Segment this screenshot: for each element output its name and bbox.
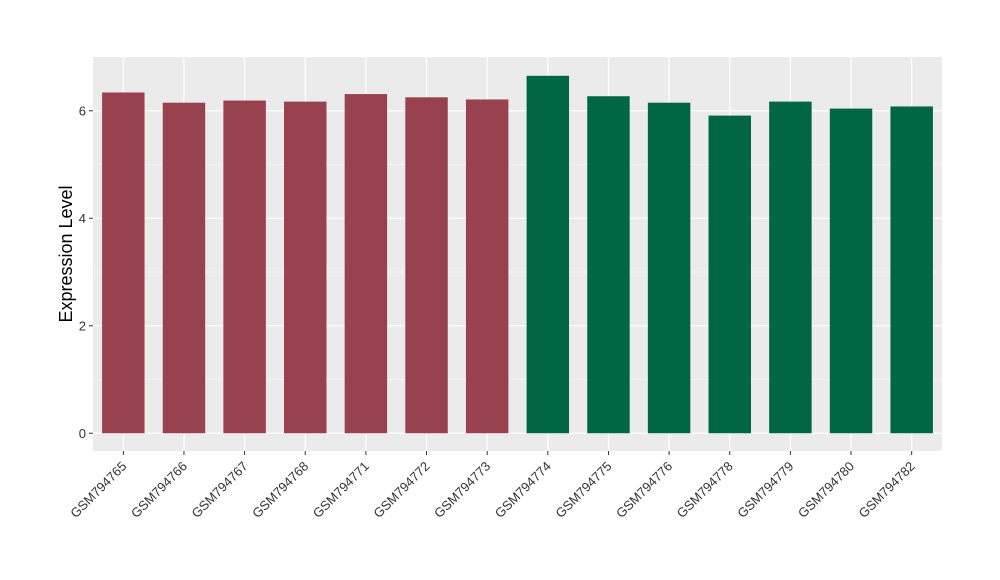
- x-axis: GSM794765GSM794766GSM794767GSM794768GSM7…: [67, 451, 918, 521]
- x-tick-label: GSM794768: [249, 459, 311, 521]
- x-tick-label: GSM794772: [370, 459, 432, 521]
- x-tick-label: GSM794771: [310, 459, 372, 521]
- x-tick-label: GSM794773: [431, 459, 493, 521]
- x-tick-label: GSM794782: [856, 459, 918, 521]
- bar-GSM794767: [223, 100, 266, 434]
- x-tick-label: GSM794766: [128, 459, 190, 521]
- x-tick-label: GSM794779: [734, 459, 796, 521]
- bar-GSM794765: [102, 92, 145, 434]
- bar-GSM794775: [587, 96, 630, 434]
- x-tick-label: GSM794774: [492, 459, 554, 521]
- bar-GSM794782: [890, 106, 933, 434]
- y-tick-label: 0: [79, 426, 86, 441]
- bar-GSM794779: [769, 101, 812, 434]
- bar-GSM794768: [284, 101, 327, 434]
- y-tick-label: 6: [79, 103, 86, 118]
- x-tick-label: GSM794767: [189, 459, 251, 521]
- y-tick-label: 4: [79, 211, 86, 226]
- bar-GSM794774: [526, 75, 570, 434]
- bar-GSM794778: [708, 115, 751, 434]
- bars: [102, 75, 933, 434]
- x-tick-label: GSM794778: [674, 459, 736, 521]
- x-tick-label: GSM794776: [613, 459, 675, 521]
- x-tick-label: GSM794775: [552, 459, 614, 521]
- x-tick-label: GSM794765: [67, 459, 129, 521]
- y-tick-label: 2: [79, 318, 86, 333]
- y-axis-title: Expression Level: [56, 185, 76, 322]
- y-axis: 0 2 4 6: [79, 103, 93, 441]
- x-tick-label: GSM794780: [795, 459, 857, 521]
- plot-panel: [93, 57, 942, 451]
- bar-GSM794766: [162, 102, 206, 434]
- bar-GSM794773: [465, 99, 509, 434]
- bar-GSM794780: [829, 108, 873, 434]
- bar-GSM794772: [405, 97, 448, 434]
- bar-GSM794776: [647, 102, 691, 434]
- bar-GSM794771: [344, 94, 388, 434]
